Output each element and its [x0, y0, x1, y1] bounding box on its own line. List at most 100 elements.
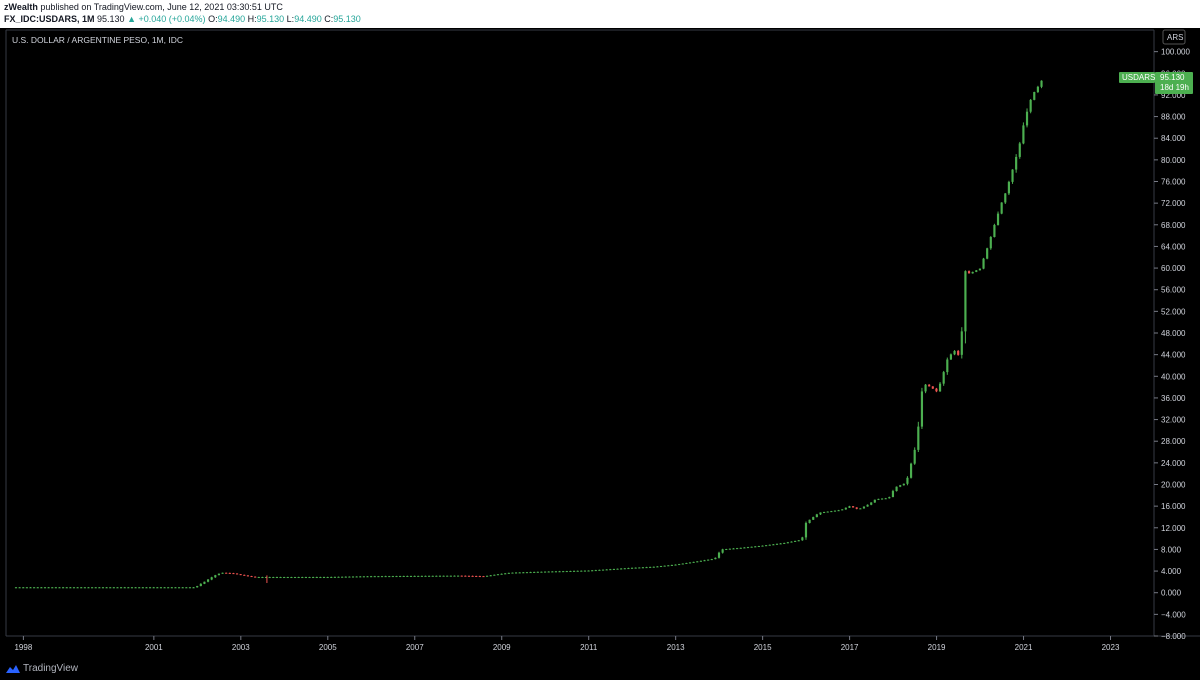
candle-body [594, 570, 597, 572]
candle-body [696, 561, 699, 563]
currency-badge[interactable] [1162, 29, 1186, 45]
candle-body [91, 587, 94, 589]
candle-body [1036, 86, 1039, 93]
candle-body [1040, 80, 1043, 87]
candle-body [438, 575, 442, 577]
candle-body [58, 587, 61, 589]
candle-body [388, 576, 391, 578]
candle-body [22, 587, 25, 589]
candle-body [341, 576, 344, 578]
price-axis[interactable]: −8.000 −4.000 0.000 4.000 8.000 12.000 16.000 2… [1154, 48, 1190, 641]
candle-body [750, 546, 753, 548]
candle-body [728, 548, 731, 550]
candle-body [76, 587, 79, 589]
publish-header: zWealth published on TradingView.com, Ju… [0, 0, 1200, 28]
time-tick-label: 2021 [1015, 643, 1033, 652]
candle-body [181, 587, 184, 589]
candle-body [540, 571, 543, 573]
last-price-tag [1155, 71, 1193, 94]
candle-body [62, 587, 65, 589]
candle-body [188, 587, 192, 589]
candle-body [946, 359, 949, 373]
candle-body [779, 543, 782, 545]
price-tick-label: 48.000 [1161, 329, 1186, 338]
candle-body [721, 549, 724, 553]
price-tick-label: 56.000 [1161, 286, 1186, 295]
candle-body [884, 498, 887, 500]
candle-body [1029, 99, 1032, 112]
low-value: 94.490 [294, 14, 322, 24]
candle-body [804, 522, 808, 538]
candle-body [25, 587, 28, 589]
candle-body [982, 258, 985, 269]
candle-body [431, 575, 434, 577]
candle-body [862, 506, 866, 509]
candle-body [435, 575, 438, 577]
candle-body [880, 498, 884, 500]
candle-body [808, 519, 811, 523]
candle-body [761, 545, 764, 547]
candle-body [460, 575, 463, 577]
candle-body [239, 574, 242, 576]
candle-body [775, 543, 779, 545]
candle-body [1000, 202, 1003, 214]
candle-body [703, 560, 706, 562]
tradingview-logo-icon[interactable] [5, 663, 21, 675]
symbol-label: FX_IDC:USDARS, 1M [4, 14, 95, 24]
time-tick-label: 2015 [754, 643, 772, 652]
candle-body [156, 587, 159, 589]
publisher-name[interactable]: zWealth [4, 2, 38, 12]
price-tick-label: 92.000 [1161, 91, 1186, 100]
high-value: 95.130 [256, 14, 285, 24]
candle-body [290, 577, 293, 579]
time-tick-label: 2009 [493, 643, 511, 652]
time-tick-label: 2007 [406, 643, 424, 652]
candle-body [772, 544, 775, 546]
candle-body [536, 571, 539, 573]
candle-body [80, 587, 83, 589]
candle-body [101, 587, 105, 589]
candle-body [511, 572, 514, 574]
candle-body [482, 576, 485, 578]
price-tick-label: 76.000 [1161, 178, 1186, 187]
candle-body [221, 572, 224, 574]
candle-body [409, 575, 413, 577]
candle-body [199, 583, 202, 587]
price-tick-label: 24.000 [1161, 459, 1186, 468]
candlestick-chart[interactable]: U.S. DOLLAR / ARGENTINE PESO, 1M, IDC −8… [0, 28, 1200, 658]
price-tick-label: 20.000 [1161, 481, 1186, 490]
candle-body [605, 569, 608, 571]
candle-body [967, 271, 971, 274]
candle-body [1018, 143, 1021, 157]
candle-body [641, 567, 644, 569]
candle-body [457, 575, 460, 577]
candle-body [478, 576, 481, 578]
candle-body [765, 545, 768, 547]
candle-body [685, 562, 688, 564]
candle-body [185, 587, 188, 589]
candle-body [134, 587, 137, 589]
candle-body [72, 587, 76, 589]
candle-body [739, 547, 742, 549]
candle-body [246, 575, 250, 577]
candle-body [163, 587, 166, 589]
candle-body [627, 568, 630, 570]
candle-body [105, 587, 108, 589]
candle-body [326, 577, 329, 579]
candle-body [36, 587, 39, 589]
candle-body [960, 331, 963, 355]
candle-body [69, 587, 72, 589]
chart-background [0, 28, 1200, 658]
time-axis[interactable]: 1998 2001 2003 2005 2007 2009 2011 2013 2015 2017… [14, 636, 1120, 652]
candle-body [681, 563, 684, 565]
candle-body [120, 587, 123, 589]
tradingview-brand[interactable]: TradingView [23, 663, 79, 674]
candle-body [583, 570, 587, 572]
candle-body [442, 575, 445, 577]
candle-body [514, 572, 518, 574]
candle-body [413, 575, 416, 577]
candle-body [141, 587, 144, 589]
candle-body [446, 575, 449, 577]
candle-body [18, 587, 21, 589]
candle-body [1015, 156, 1018, 170]
